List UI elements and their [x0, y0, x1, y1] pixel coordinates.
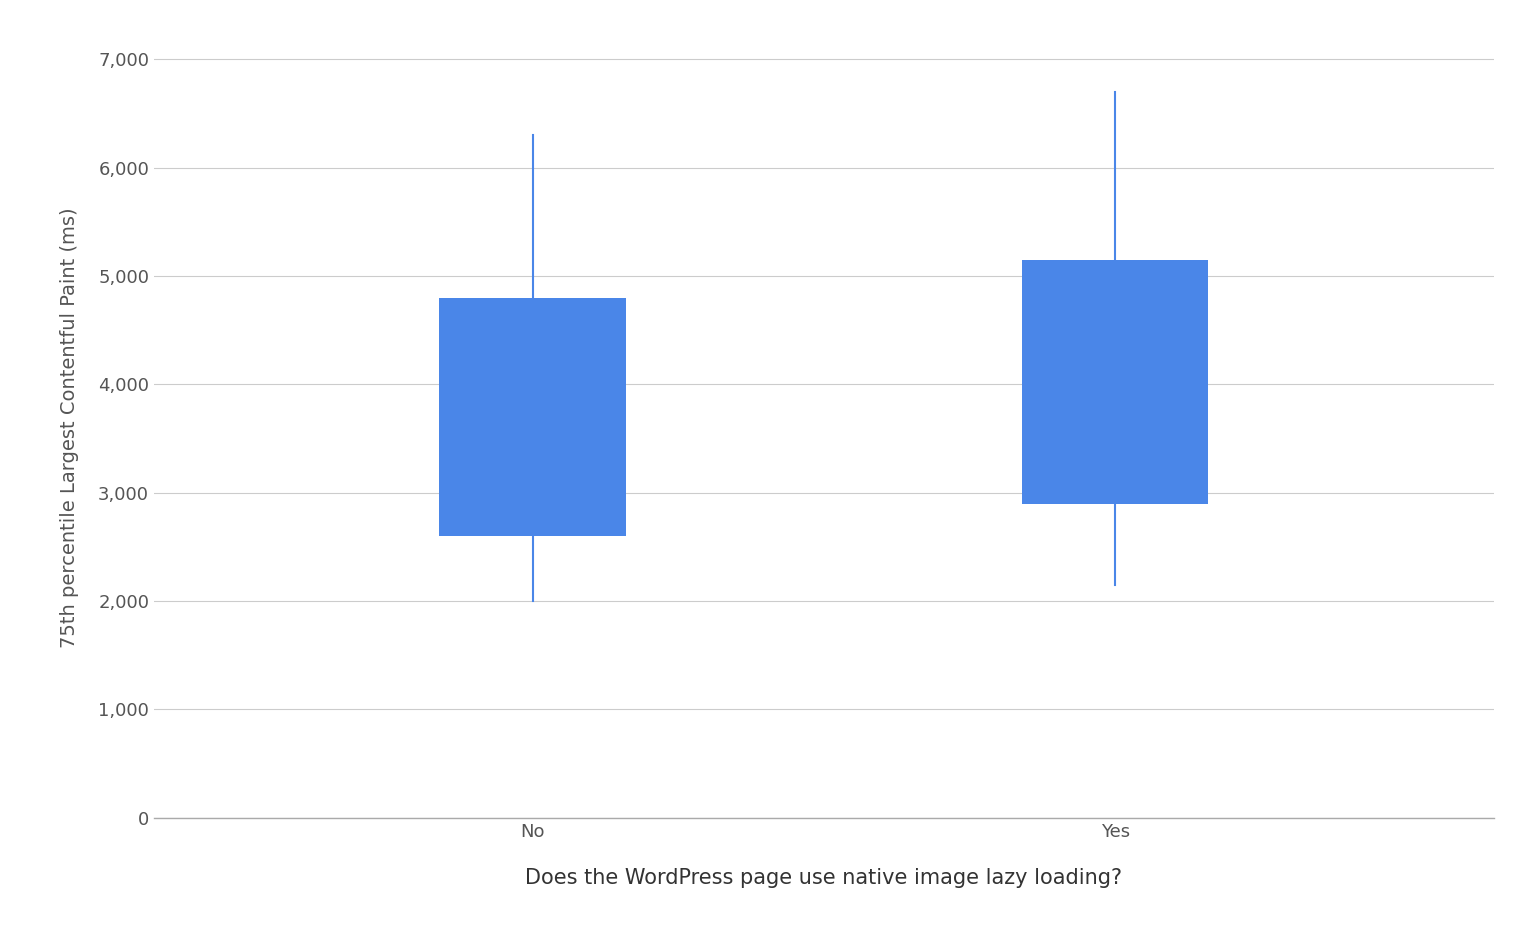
Y-axis label: 75th percentile Largest Contentful Paint (ms): 75th percentile Largest Contentful Paint…: [60, 208, 79, 648]
X-axis label: Does the WordPress page use native image lazy loading?: Does the WordPress page use native image…: [525, 869, 1123, 888]
FancyBboxPatch shape: [439, 298, 625, 536]
FancyBboxPatch shape: [1023, 259, 1209, 504]
